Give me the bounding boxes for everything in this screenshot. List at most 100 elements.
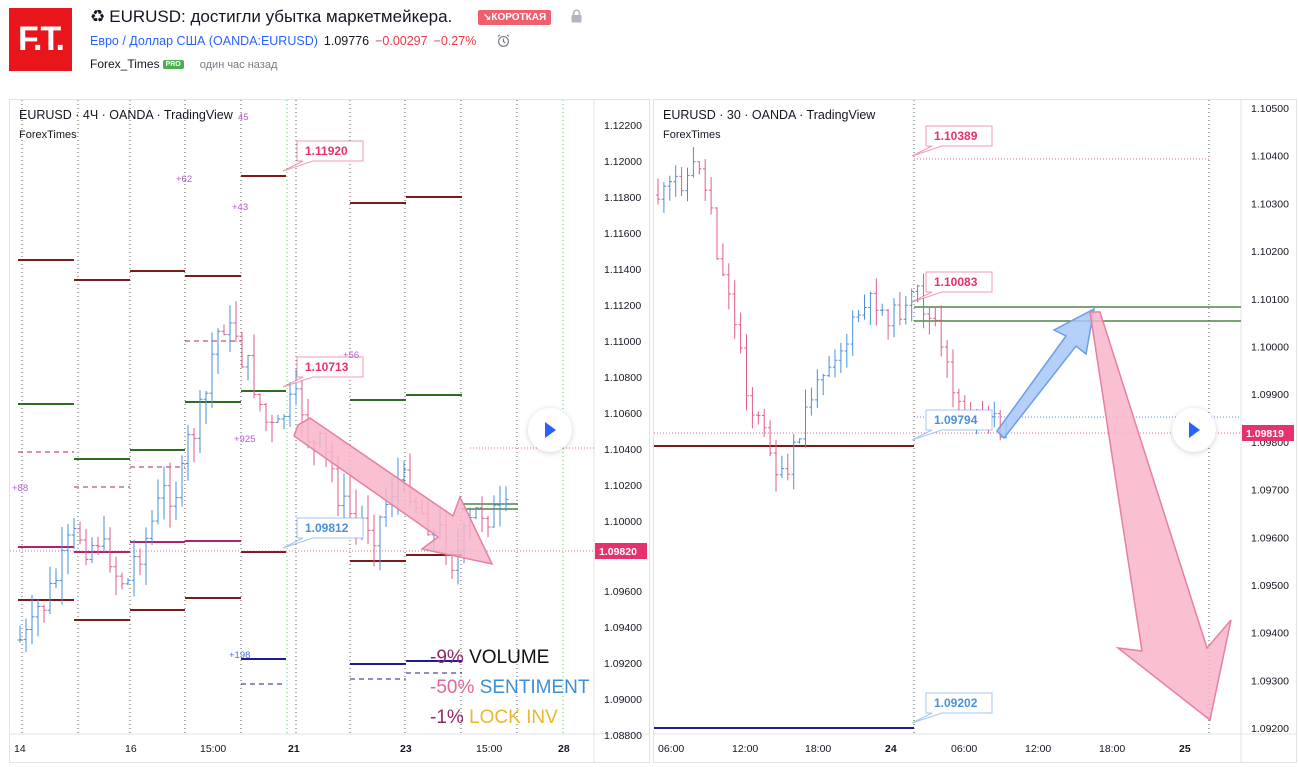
lock-icon: [571, 9, 582, 23]
callout-mid: 1.10713: [305, 360, 349, 374]
x-tick-label: 23: [400, 743, 412, 755]
current-price-tag: 1.09819: [1246, 428, 1284, 440]
y-tick-label: 1.11000: [604, 336, 641, 348]
y-tick-label: 1.09400: [1251, 628, 1289, 640]
callout-high-box: [282, 140, 364, 172]
x-tick-label: 25: [1179, 743, 1191, 755]
x-tick-label: 18:00: [1099, 743, 1125, 755]
x-tick-label: 15:00: [200, 743, 226, 755]
x-tick-label: 18:00: [805, 743, 831, 755]
y-tick-label: 1.10200: [604, 480, 642, 492]
stat-pct: -50%: [430, 677, 475, 698]
y-tick-label: 1.10400: [604, 444, 642, 456]
price-change: −0.00297: [375, 34, 428, 48]
last-price: 1.09776: [323, 34, 370, 48]
callout-low: 1.09812: [305, 521, 349, 535]
y-tick-label: 1.10600: [604, 408, 642, 420]
stat-label: LOCK INV: [469, 707, 558, 728]
y-tick-label: 1.10200: [1251, 246, 1289, 258]
published-time: один час назад: [199, 59, 278, 71]
current-price-tag-bg: [1242, 425, 1294, 441]
current-price-tag: 1.09820: [599, 546, 637, 558]
play-button[interactable]: [1172, 408, 1216, 452]
author-logo[interactable]: F.T.: [9, 8, 72, 71]
y-tick-label: 1.10300: [1251, 198, 1289, 210]
bull-arrow: [996, 307, 1096, 440]
callout-high-box: [911, 271, 993, 303]
callout-target: 1.10389: [934, 129, 978, 143]
stat-row: -9% VOLUME: [430, 647, 589, 677]
y-tick-label: 1.10400: [1251, 151, 1289, 163]
callout-mid: 1.09794: [934, 413, 978, 427]
callout-mid-box: [282, 356, 364, 388]
stat-label: SENTIMENT: [479, 677, 590, 698]
author-name[interactable]: Forex_Times: [90, 57, 160, 71]
x-tick-label: 21: [288, 743, 300, 755]
y-tick-label: 1.10500: [1251, 103, 1289, 115]
short-arrow: [293, 417, 494, 566]
x-tick-label: 12:00: [1025, 743, 1051, 755]
y-tick-label: 1.09400: [604, 622, 642, 634]
author-row: Forex_Times PRO один час назад: [90, 57, 277, 71]
short-arrow: [1089, 311, 1232, 722]
alarm-clock-icon[interactable]: [496, 33, 511, 48]
y-tick-label: 1.12200: [604, 120, 642, 132]
stat-row: -50% SENTIMENT: [430, 677, 589, 707]
stats-block: -9% VOLUME -50% SENTIMENT -1% LOCK INV: [430, 647, 589, 737]
x-tick-label: 06:00: [951, 743, 977, 755]
y-tick-label: 1.09700: [1251, 485, 1289, 497]
symbol-row: Евро / Доллар США (OANDA:EURUSD) 1.09776−…: [90, 34, 476, 48]
pro-badge: PRO: [162, 60, 184, 69]
x-tick-label: 24: [885, 743, 897, 755]
stat-row: -1% LOCK INV: [430, 707, 589, 737]
stat-label: VOLUME: [469, 647, 550, 668]
y-tick-label: 1.09500: [1251, 580, 1289, 592]
symbol-link[interactable]: Евро / Доллар США (OANDA:EURUSD): [90, 34, 318, 48]
chart-4h-title: EURUSD · 4Ч · OANDA · TradingView: [19, 108, 233, 122]
x-tick-label: 15:00: [476, 743, 502, 755]
x-tick-label: 06:00: [658, 743, 684, 755]
x-tick-label: 12:00: [732, 743, 758, 755]
price-change-pct: −0.27%: [433, 34, 477, 48]
callout-mid-box: [911, 409, 993, 441]
chart-30m-canvas[interactable]: 1.10500 1.10400 1.10300 1.10200 1.10100 1.100…: [654, 100, 1296, 762]
y-tick-label: 1.09300: [1251, 675, 1289, 687]
y-tick-label: 1.09900: [1251, 389, 1289, 401]
chart-4h-author: ForexTimes: [19, 129, 77, 141]
y-tick-label: 1.11800: [604, 192, 641, 204]
y-tick-label: 1.10000: [1251, 342, 1289, 354]
chart-30m-title: EURUSD · 30 · OANDA · TradingView: [663, 108, 876, 122]
x-tick-label: 14: [14, 743, 26, 755]
recycle-icon: ♻: [90, 7, 106, 26]
idea-title: ♻ EURUSD: достигли убытка маркетмейкера.: [90, 7, 452, 27]
y-tick-label: 1.10100: [1251, 294, 1289, 306]
y-tick-label: 1.11600: [604, 228, 641, 240]
play-button[interactable]: [528, 408, 572, 452]
chart-4h-canvas[interactable]: 1.12200 1.12000 1.11800 1.11600 1.11400 1.112…: [10, 100, 649, 762]
y-tick-label: 1.09200: [604, 658, 642, 670]
level-delta-label: +198: [229, 650, 250, 661]
level-delta-label: 45: [238, 112, 249, 123]
callout-low: 1.09202: [934, 696, 978, 710]
y-tick-label: 1.09000: [604, 694, 642, 706]
short-direction-badge: ↘КОРОТКАЯ: [478, 10, 552, 25]
level-delta-label: +62: [176, 174, 192, 185]
y-tick-label: 1.10000: [604, 516, 642, 528]
level-delta-label: +88: [12, 483, 28, 494]
y-tick-label: 1.08800: [604, 730, 642, 742]
y-tick-label: 1.09600: [604, 586, 642, 598]
y-tick-label: 1.11400: [604, 264, 641, 276]
stat-pct: -9%: [430, 647, 464, 668]
callout-high: 1.10083: [934, 275, 978, 289]
y-tick-label: 1.09200: [1251, 723, 1289, 735]
current-price-tag-bg: [595, 543, 647, 559]
y-tick-label: 1.11200: [604, 300, 641, 312]
chart-4h[interactable]: 1.12200 1.12000 1.11800 1.11600 1.11400 1.112…: [9, 99, 650, 763]
x-tick-label: 28: [558, 743, 570, 755]
x-tick-label: 16: [125, 743, 137, 755]
chart-30m[interactable]: 1.10500 1.10400 1.10300 1.10200 1.10100 1.100…: [653, 99, 1297, 763]
level-delta-label: +56: [343, 350, 359, 361]
y-tick-label: 1.09600: [1251, 532, 1289, 544]
callout-low-box: [911, 692, 993, 724]
callout-low-box: [282, 517, 364, 549]
